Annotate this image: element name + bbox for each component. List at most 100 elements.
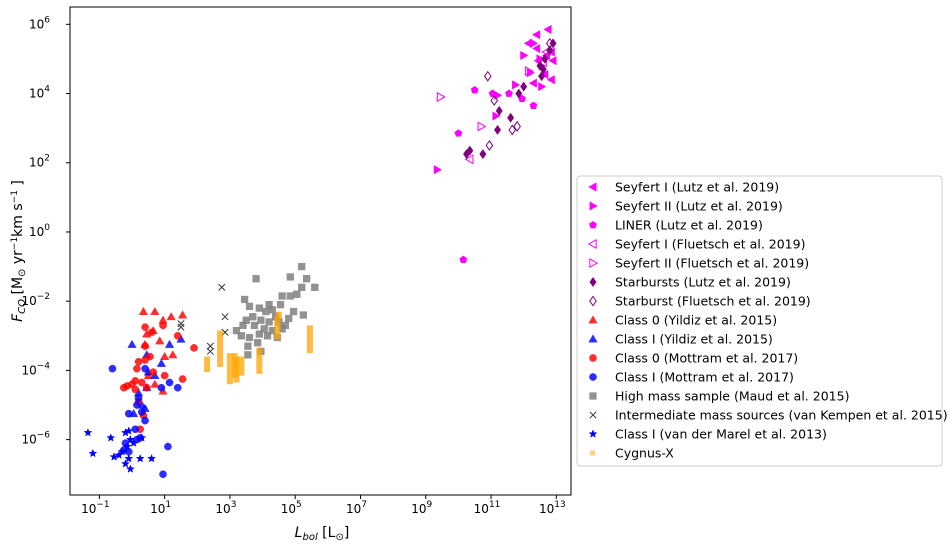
cygnus-x-bar [256, 347, 263, 374]
data-point [479, 149, 487, 160]
legend-marker [589, 392, 597, 400]
data-point [114, 450, 124, 459]
data-point [249, 313, 257, 321]
data-point [538, 71, 546, 82]
legend-label: High mass sample (Maud et al. 2015) [615, 389, 849, 404]
plot-area: 10−1 101 103 105 107 109 1011 1013 10−6 10−4 10−2… [21, 6, 572, 516]
legend-marker [588, 334, 598, 343]
data-point [106, 433, 116, 442]
legend-label: Class I (Mottram et al. 2017) [615, 370, 794, 385]
data-point [286, 273, 294, 281]
legend-item: Cygnus-X [590, 446, 674, 461]
data-point [160, 371, 169, 380]
data-point [133, 401, 141, 409]
data-point [218, 283, 226, 291]
cygnus-x-bar [226, 353, 233, 385]
legend-label: Class I (van der Marel et al. 2013) [615, 427, 827, 442]
data-point [173, 331, 182, 340]
data-point [276, 300, 285, 309]
data-point [515, 88, 523, 99]
y-tick-label: 10−4 [21, 361, 50, 377]
y-tick-label: 106 [29, 15, 50, 31]
data-point [88, 448, 98, 458]
legend-marker [589, 201, 598, 211]
data-point [177, 323, 185, 331]
data-point [263, 332, 272, 340]
data-point [459, 255, 468, 263]
series-4 [436, 65, 534, 132]
data-point [173, 383, 182, 392]
y-tick-label: 100 [29, 223, 50, 239]
y-tick-label: 104 [29, 85, 50, 101]
data-point [485, 139, 494, 151]
legend-label: Seyfert I (Lutz et al. 2019) [615, 180, 779, 195]
data-point [513, 120, 521, 132]
data-point [125, 464, 135, 473]
data-point [239, 321, 247, 330]
data-point [302, 275, 311, 283]
legend-label: Starburst (Fluetsch et al. 2019) [615, 294, 811, 309]
data-point [156, 358, 167, 367]
data-point [265, 318, 273, 326]
data-point [160, 351, 170, 360]
data-point [524, 65, 534, 77]
cygnus-x-bar [275, 311, 282, 319]
data-point [138, 306, 149, 315]
cygnus-x-bar [274, 316, 281, 340]
data-point [141, 323, 149, 331]
legend-label: Class 0 (Mottram et al. 2017) [615, 351, 798, 366]
data-point [159, 321, 167, 330]
data-point [129, 438, 139, 447]
data-point [159, 470, 167, 479]
data-point [149, 368, 158, 376]
data-point [286, 292, 294, 300]
data-point [244, 351, 252, 359]
legend-item: Class I (Mottram et al. 2017) [589, 370, 794, 385]
data-point [190, 344, 198, 352]
data-point [298, 283, 306, 291]
data-point [507, 112, 515, 123]
data-point [155, 336, 165, 345]
data-point [490, 94, 499, 106]
legend-marker [587, 238, 597, 250]
legend-label: Class 0 (Yildiz et al. 2015) [615, 313, 777, 328]
legend-marker [589, 354, 597, 362]
data-point [137, 378, 146, 387]
data-point [477, 121, 487, 132]
data-point [135, 453, 145, 463]
data-point [141, 364, 149, 373]
legend-label: Cygnus-X [615, 446, 674, 461]
legend-marker [589, 411, 597, 419]
legend-marker [588, 429, 598, 438]
data-point [244, 342, 252, 350]
data-point [121, 459, 130, 468]
data-point [131, 425, 140, 434]
data-point [268, 306, 277, 314]
data-point [494, 124, 502, 135]
data-point [124, 409, 133, 418]
legend-label: Seyfert II (Lutz et al. 2019) [615, 199, 783, 214]
cygnus-x-bar [238, 356, 245, 376]
data-point [257, 316, 265, 324]
data-marks [83, 24, 557, 479]
data-point [83, 427, 93, 437]
data-point [165, 378, 174, 387]
x-tick-label: 1011 [474, 500, 501, 516]
series-12 [177, 283, 229, 355]
y-tick-label: 10−2 [21, 292, 50, 308]
y-axis-ticks: 10−6 10−4 10−2 100 102 104 106 [21, 15, 70, 447]
data-point [134, 394, 143, 402]
legend-item: Starbursts (Lutz et al. 2019) [589, 275, 791, 290]
data-point [141, 342, 149, 351]
legend-marker [588, 315, 598, 324]
data-point [206, 347, 214, 355]
data-point [299, 311, 308, 319]
data-point [546, 45, 554, 56]
data-point [464, 154, 474, 165]
series-5 [463, 38, 557, 160]
legend-marker [589, 220, 597, 229]
data-point [134, 357, 143, 366]
legend-marker [589, 373, 597, 381]
legend-item: LINER (Lutz et al. 2019) [589, 218, 763, 233]
